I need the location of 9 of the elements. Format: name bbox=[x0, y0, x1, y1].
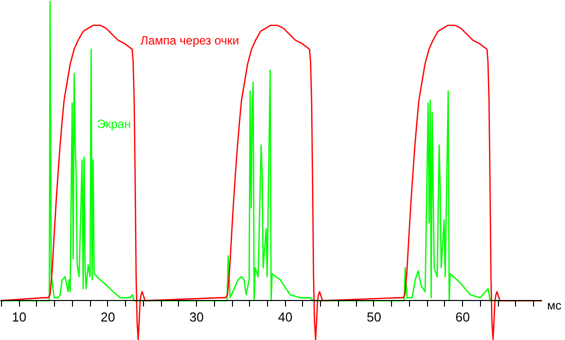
x-tick-label: 20 bbox=[100, 310, 116, 325]
x-axis-title: мс bbox=[547, 298, 562, 313]
series-label: Экран bbox=[96, 117, 131, 132]
x-tick-label: 40 bbox=[278, 310, 292, 325]
x-tick-label: 60 bbox=[455, 310, 470, 325]
x-tick-label: 10 bbox=[12, 310, 26, 325]
series-label: Лампа через очки bbox=[140, 33, 240, 48]
x-tick-label: 50 bbox=[366, 310, 382, 325]
x-tick-label: 30 bbox=[189, 310, 204, 325]
